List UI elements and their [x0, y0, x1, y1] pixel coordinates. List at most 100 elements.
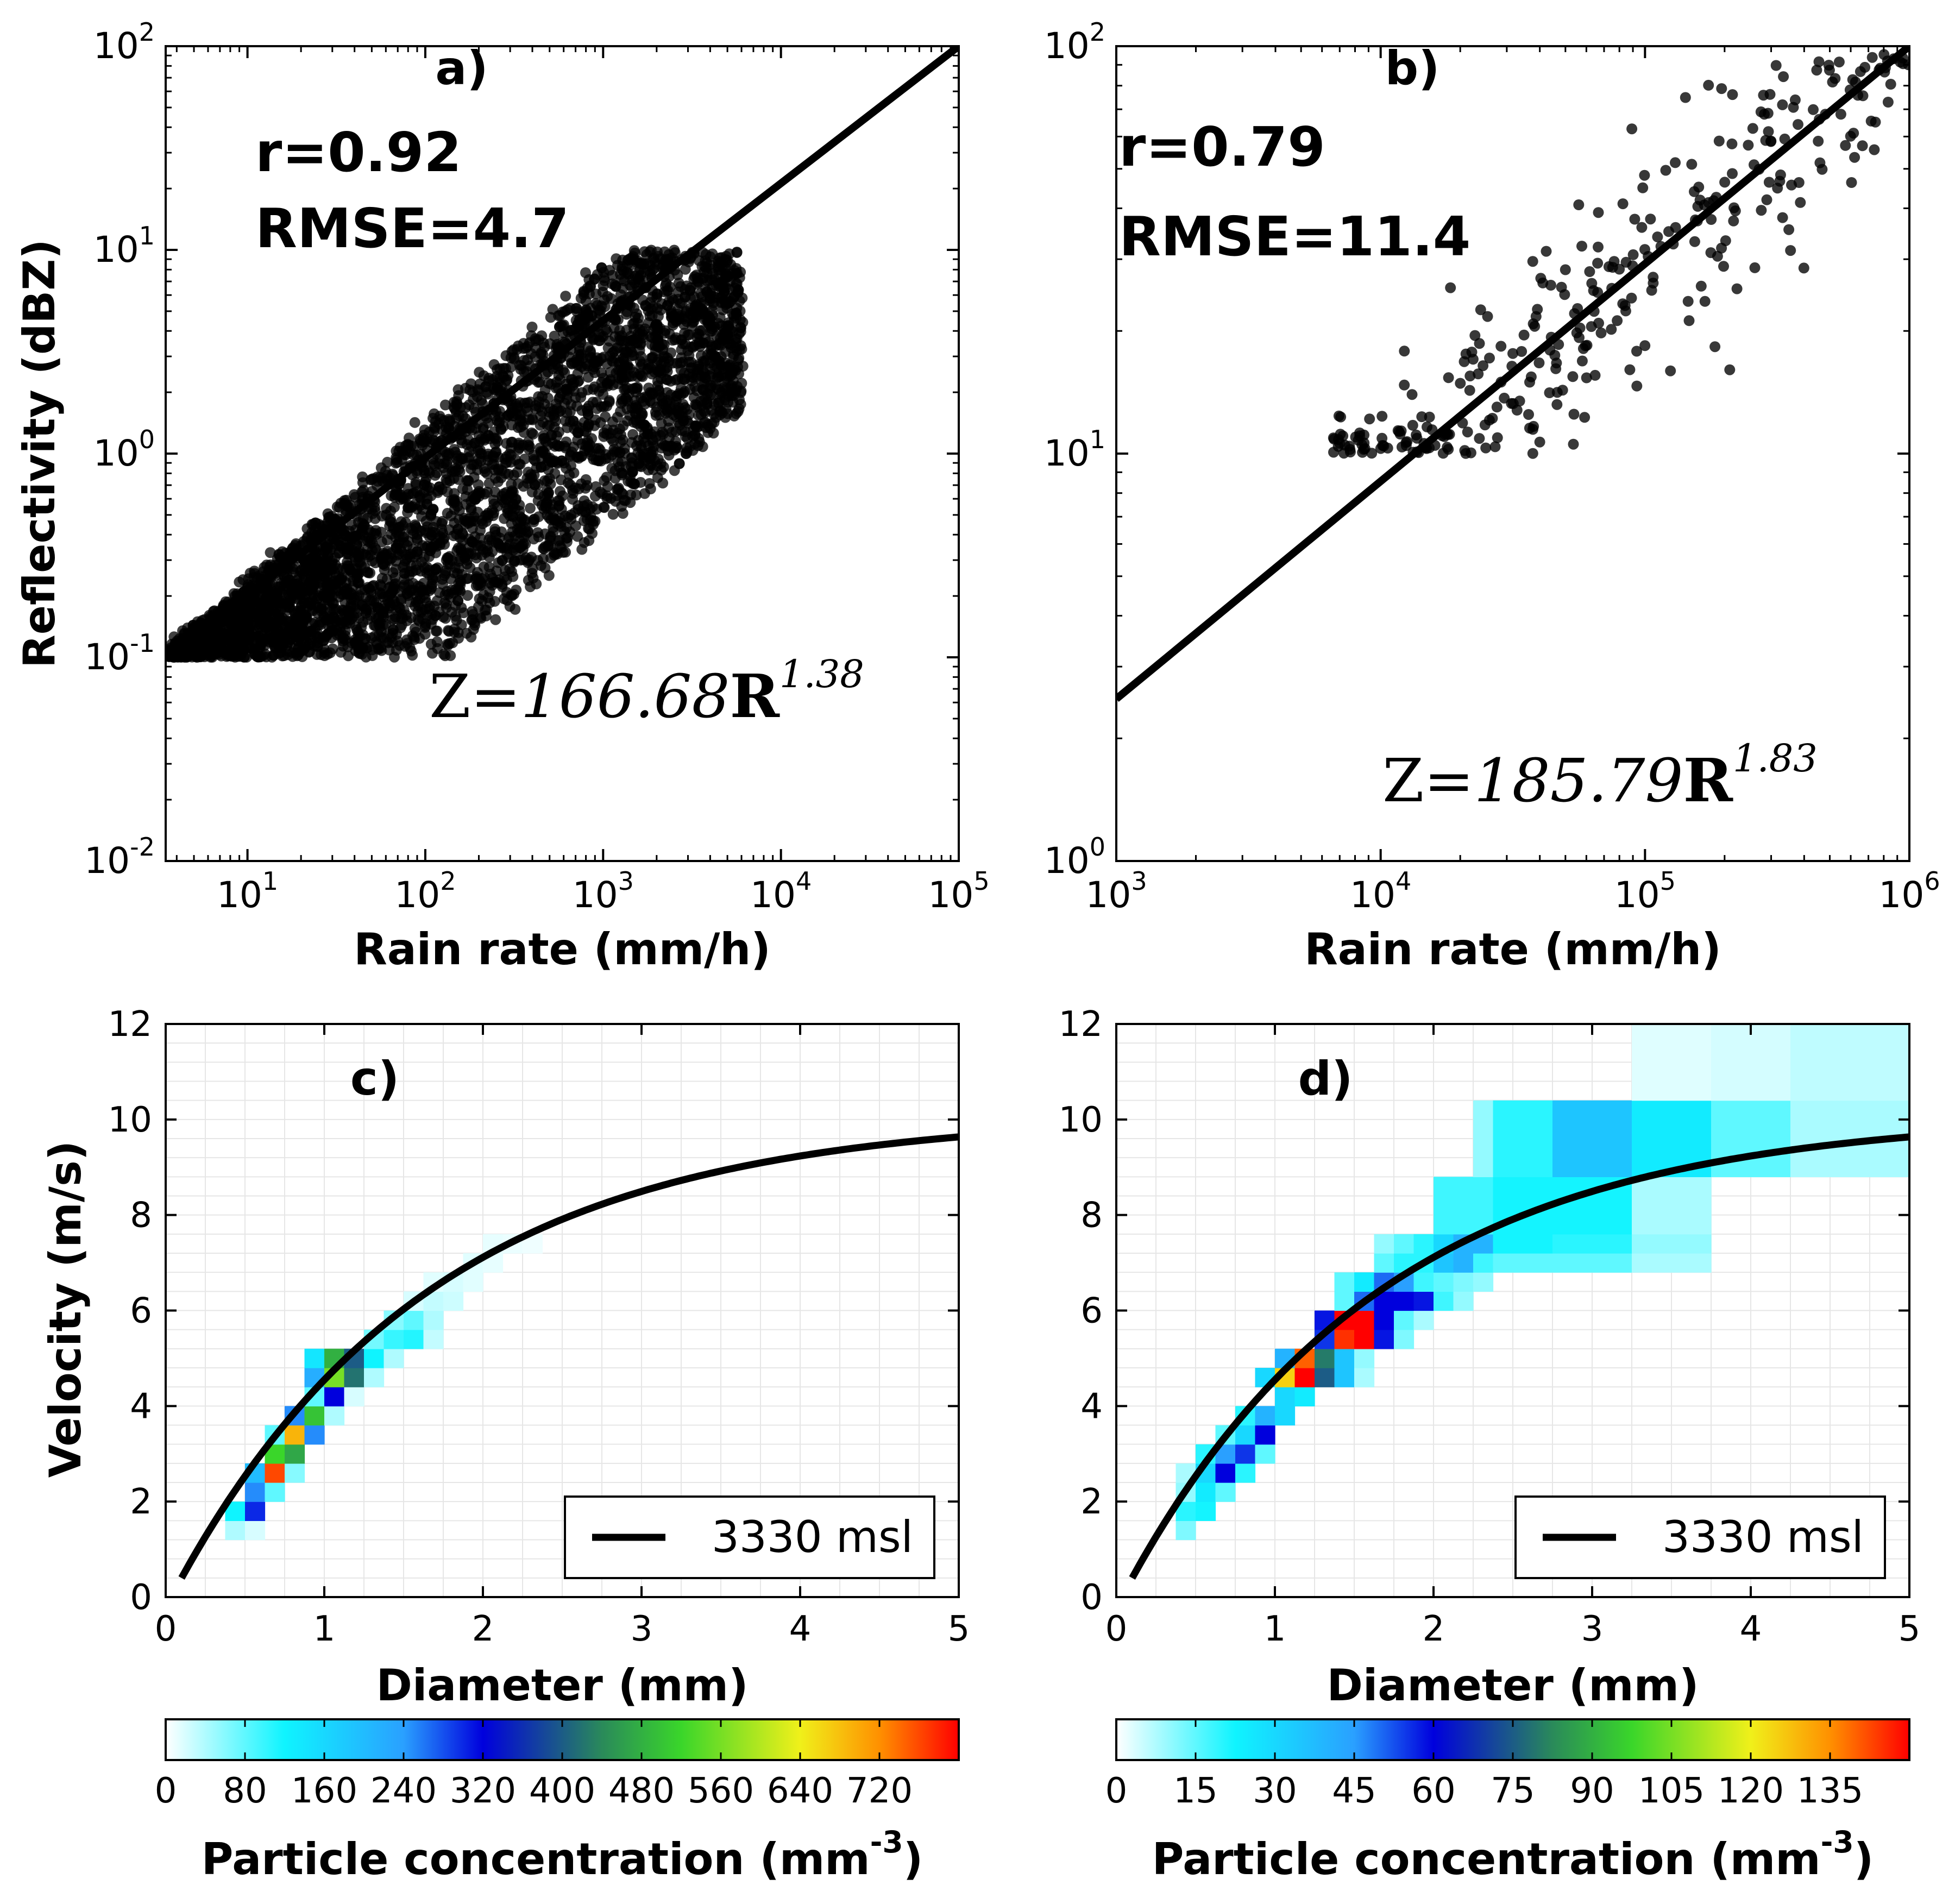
panel-a-scatter-point [656, 464, 667, 476]
panel-b-scatter-point [1586, 278, 1598, 289]
panel-a-scatter-point [507, 498, 519, 510]
panel-a-scatter-point [527, 563, 538, 575]
panel-a-scatter-point [412, 586, 424, 598]
panel-a-scatter-point [341, 530, 352, 542]
panel-a-scatter-point [419, 464, 430, 476]
panel-b-scatter-point [1712, 250, 1723, 262]
panel-b-scatter-point [1631, 345, 1642, 357]
panel-a-scatter-point [306, 562, 317, 574]
panel-a-scatter-point [608, 345, 620, 357]
panel-a-scatter-point [525, 469, 537, 480]
panel-a-scatter-point [244, 599, 255, 610]
panel-a-scatter-point [462, 484, 473, 495]
panel-b-scatter-point [1692, 200, 1703, 212]
panel-b-scatter-point [1703, 79, 1714, 91]
panel-a-scatter-point [369, 543, 381, 554]
panel-a-scatter-point [450, 611, 461, 622]
panel-a-scatter-point [516, 360, 527, 371]
c-heatmap-bin [225, 1520, 246, 1541]
panel-b-scatter-point [1592, 257, 1604, 269]
panel-a-scatter-point [440, 613, 451, 624]
panel-a-scatter-point [540, 448, 551, 460]
panel-a-scatter-point [526, 322, 538, 332]
panel-b-scatter-point [1882, 97, 1894, 108]
panel-a-scatter-point [344, 563, 355, 575]
panel-b-scatter-point [1627, 249, 1639, 260]
panel-a-scatter-point [650, 406, 661, 418]
panel-b-scatter-point [1525, 371, 1537, 382]
panel-a-scatter-point [593, 455, 604, 467]
panel-a-scatter-point [409, 499, 420, 510]
panel-a-scatter-point [460, 402, 472, 413]
panel-b-scatter-point [1682, 296, 1694, 307]
panel-b-scatter-point [1478, 360, 1489, 372]
panel-b-scatter-point [1689, 236, 1700, 247]
panel-b-scatter-point [1749, 262, 1761, 273]
panel-b-scatter-point [1833, 56, 1845, 68]
panel-a-scatter-point [343, 650, 354, 662]
panel-b-scatter-point [1603, 261, 1614, 272]
c-ytick-label: 12 [108, 1004, 152, 1045]
panel-a-scatter-point [573, 376, 583, 387]
panel-b-scatter-point [1840, 140, 1851, 151]
panel-a-scatter-point [282, 619, 293, 631]
panel-a-scatter-point [728, 268, 739, 279]
panel-b-scatter-point [1534, 436, 1545, 448]
panel-a-scatter-point [721, 303, 733, 313]
panel-a-scatter-point [550, 548, 561, 560]
panel-a-scatter-point [506, 518, 517, 529]
panel-a-scatter-point [212, 647, 224, 658]
panel-b-scatter-point [1394, 429, 1406, 439]
panel-b-scatter-point [1811, 65, 1822, 76]
c-heatmap-bin [384, 1329, 404, 1349]
panel-a-scatter-point [690, 420, 701, 431]
panel-a-scatter-point [659, 328, 670, 339]
panel-a-scatter-point [341, 549, 353, 560]
panel-a-scatter-point [448, 497, 459, 508]
panel-a-scatter-point [442, 486, 453, 498]
panel-b-scatter-point [1507, 348, 1518, 359]
panel-b-scatter-point [1695, 280, 1707, 292]
panel-b-label: b) [1385, 41, 1440, 96]
panel-a-scatter-point [561, 407, 573, 418]
panel-b-xlabel: Rain rate (mm/h) [1304, 924, 1721, 975]
panel-a-scatter-point [349, 594, 360, 605]
b-ytick-label: 102 [1044, 17, 1105, 67]
panel-b-scatter-point [1541, 246, 1552, 257]
panel-a-scatter-point [638, 266, 650, 278]
panel-a-scatter-point [444, 638, 455, 649]
panel-a-scatter-point [705, 313, 716, 324]
panel-a-scatter-point [462, 590, 473, 601]
panel-a-scatter-point [598, 388, 609, 400]
panel-b-scatter-point [1865, 115, 1877, 127]
panel-a-scatter-point [257, 650, 268, 662]
panel-c-legend: 3330 msl [564, 1495, 935, 1579]
panel-a-scatter-point [674, 458, 685, 469]
panel-b-scatter-point [1774, 175, 1786, 187]
panel-a-scatter-point [676, 373, 688, 385]
panel-a-scatter-point [393, 536, 405, 548]
c-xtick-label: 2 [472, 1609, 494, 1649]
c-colorbar-tick-label: 320 [450, 1771, 516, 1811]
panel-a-scatter-point [375, 526, 387, 538]
panel-b-scatter-point [1835, 109, 1846, 120]
panel-b-scatter-point [1727, 168, 1738, 179]
panel-a-xlabel: Rain rate (mm/h) [354, 924, 771, 975]
panel-a-scatter-point [311, 641, 323, 652]
panel-b-scatter-point [1464, 385, 1475, 396]
panel-c-xlabel: Diameter (mm) [376, 1660, 748, 1711]
panel-b-scatter-point [1527, 424, 1538, 435]
panel-b-scatter-point [1356, 439, 1368, 451]
panel-a-scatter-point [322, 577, 334, 588]
panel-b-scatter-point [1589, 369, 1601, 381]
panel-a-scatter-point [542, 475, 553, 486]
panel-a-scatter-point [452, 474, 464, 485]
panel-a-scatter-point [565, 399, 577, 410]
panel-c-curve-3330-msl [178, 1133, 959, 1580]
panel-b-scatter-point [1620, 305, 1631, 317]
panel-a-scatter-point [539, 528, 551, 539]
panel-a-scatter-point [488, 451, 500, 463]
panel-b-scatter-point [1689, 186, 1700, 197]
panel-b-scatter-point [1783, 224, 1795, 235]
panel-b-scatter-point [1795, 197, 1806, 208]
